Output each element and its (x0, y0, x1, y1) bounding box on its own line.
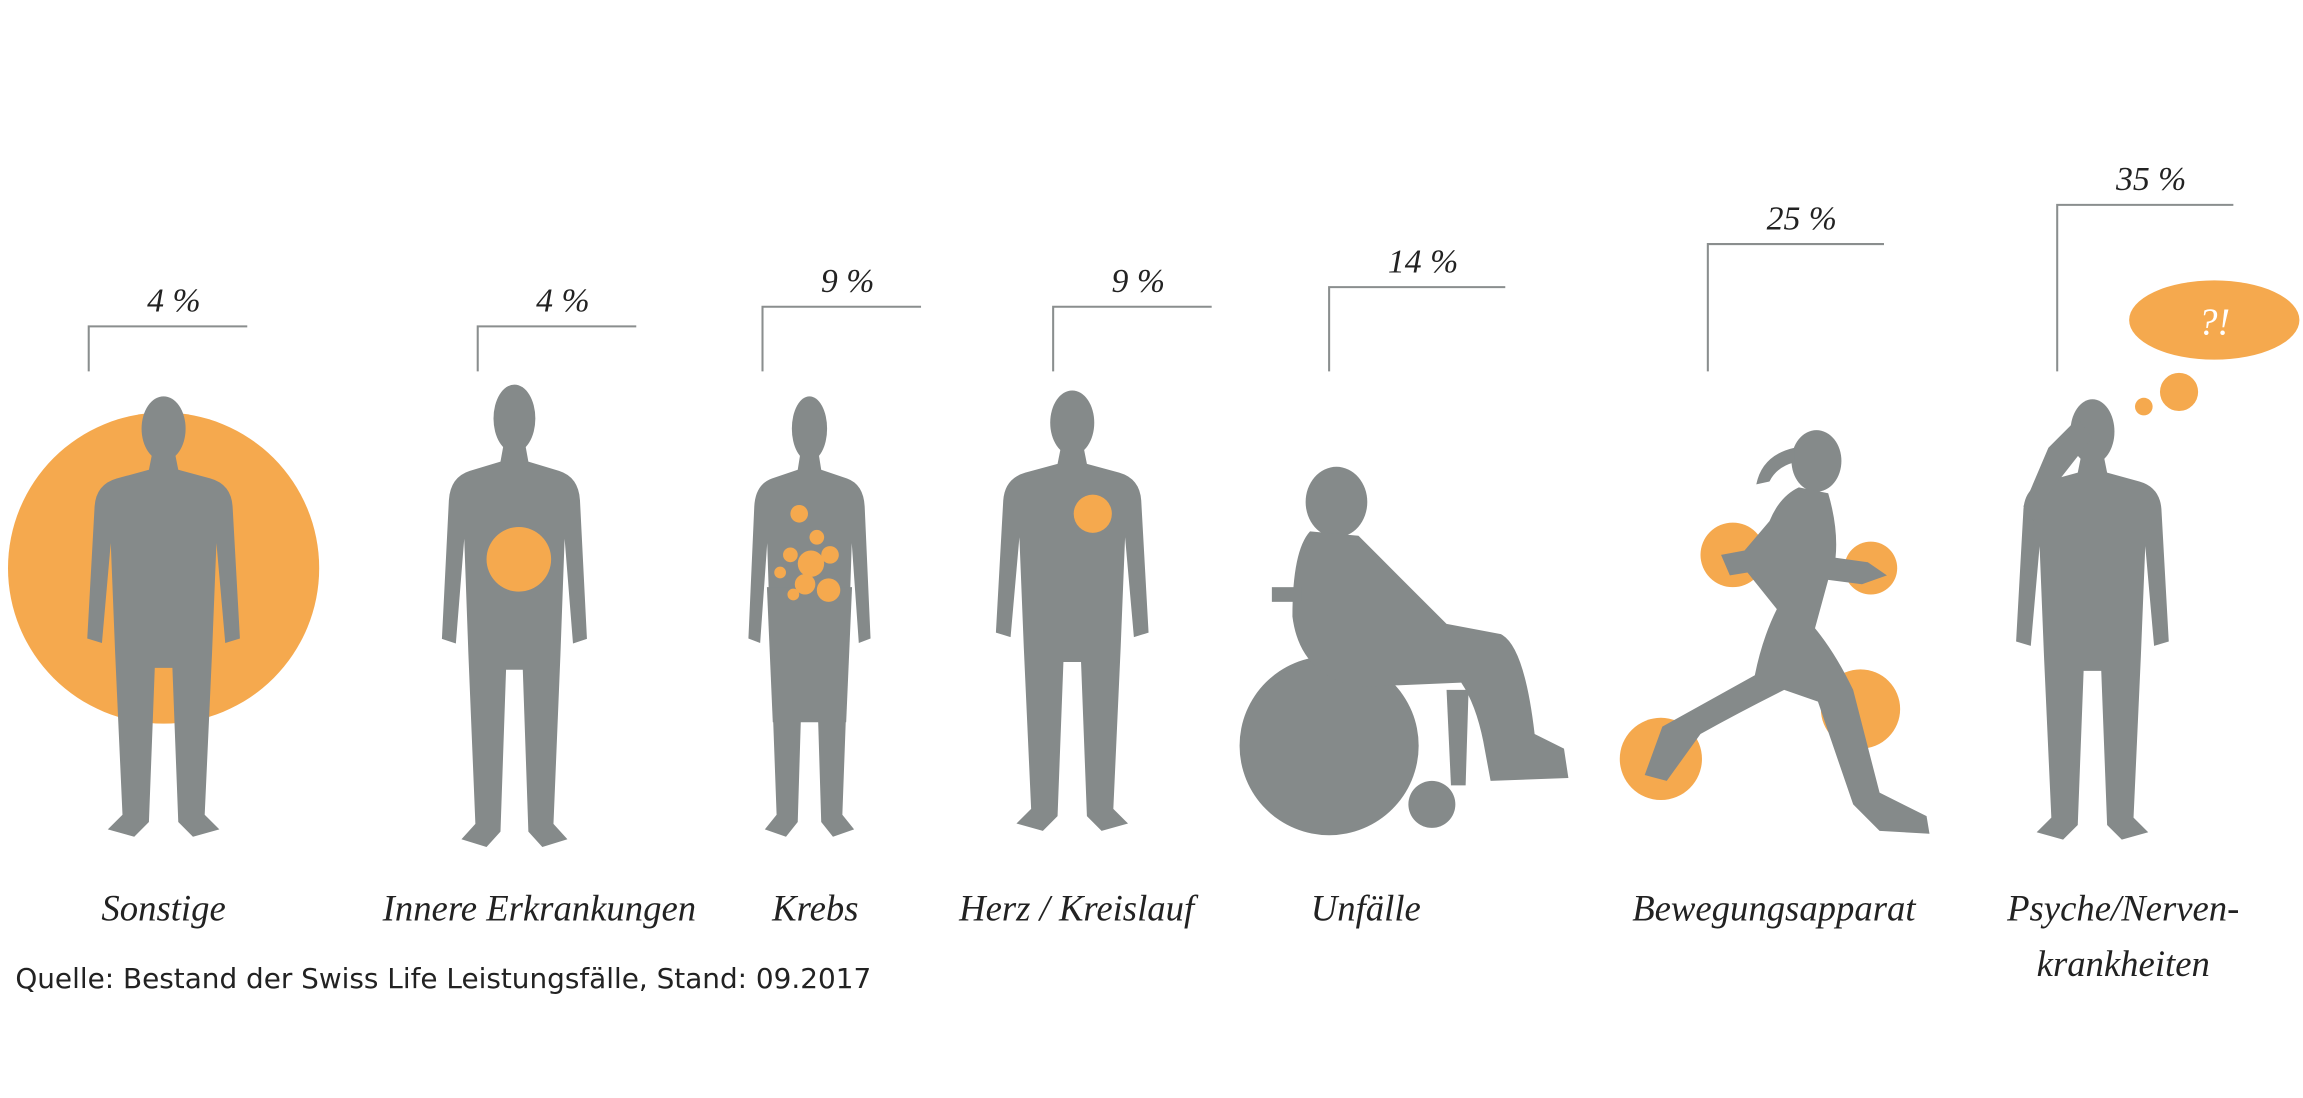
value-label: 35 % (2115, 161, 2186, 198)
source-note: Quelle: Bestand der Swiss Life Leistungs… (15, 962, 871, 995)
value-label: 9 % (1112, 263, 1165, 300)
bracket (476, 325, 637, 372)
category-label: Innere Erkrankungen (382, 887, 696, 928)
category-label: Krebs (771, 887, 858, 928)
category-label: Sonstige (101, 887, 225, 928)
thought-dot (2159, 372, 2199, 412)
value-label: 25 % (1767, 200, 1837, 237)
skirt (766, 587, 853, 723)
figure (2016, 399, 2169, 840)
bracket (1706, 243, 1884, 372)
bracket (2056, 203, 2234, 372)
highlight (1073, 494, 1112, 533)
highlight (774, 504, 841, 602)
category-label: Unfälle (1311, 887, 1421, 928)
bracket (1052, 305, 1212, 372)
category-label: Herz / Kreislauf (958, 887, 1199, 928)
thought-bubble (2129, 280, 2300, 360)
category-label: Psyche/Nerven-krankheiten (2006, 887, 2239, 984)
thought-text: ?! (2198, 302, 2230, 344)
figure (995, 390, 1149, 831)
figure (1239, 466, 1569, 836)
value-label: 4 % (536, 283, 589, 320)
value-label: 9 % (821, 263, 874, 300)
figure (441, 384, 587, 847)
value-label: 14 % (1388, 243, 1458, 280)
bracket (87, 325, 248, 372)
arm (2023, 418, 2093, 522)
value-label: 4 % (147, 283, 200, 320)
thought-dot (2135, 397, 2153, 416)
highlight (486, 526, 552, 592)
bracket (1328, 286, 1506, 372)
category-label: Bewegungsapparat (1632, 887, 1916, 928)
bracket (761, 305, 922, 372)
figure (1644, 430, 1930, 834)
